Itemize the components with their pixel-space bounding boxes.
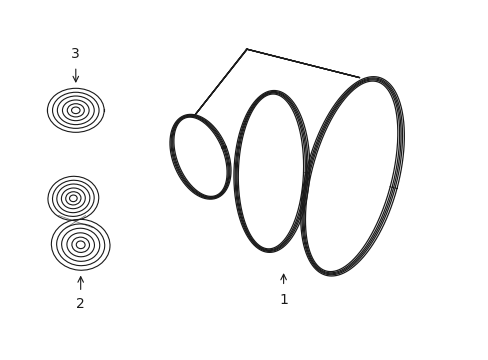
Text: 1: 1 xyxy=(279,293,287,307)
Text: 2: 2 xyxy=(76,297,85,311)
Text: 3: 3 xyxy=(71,48,80,62)
